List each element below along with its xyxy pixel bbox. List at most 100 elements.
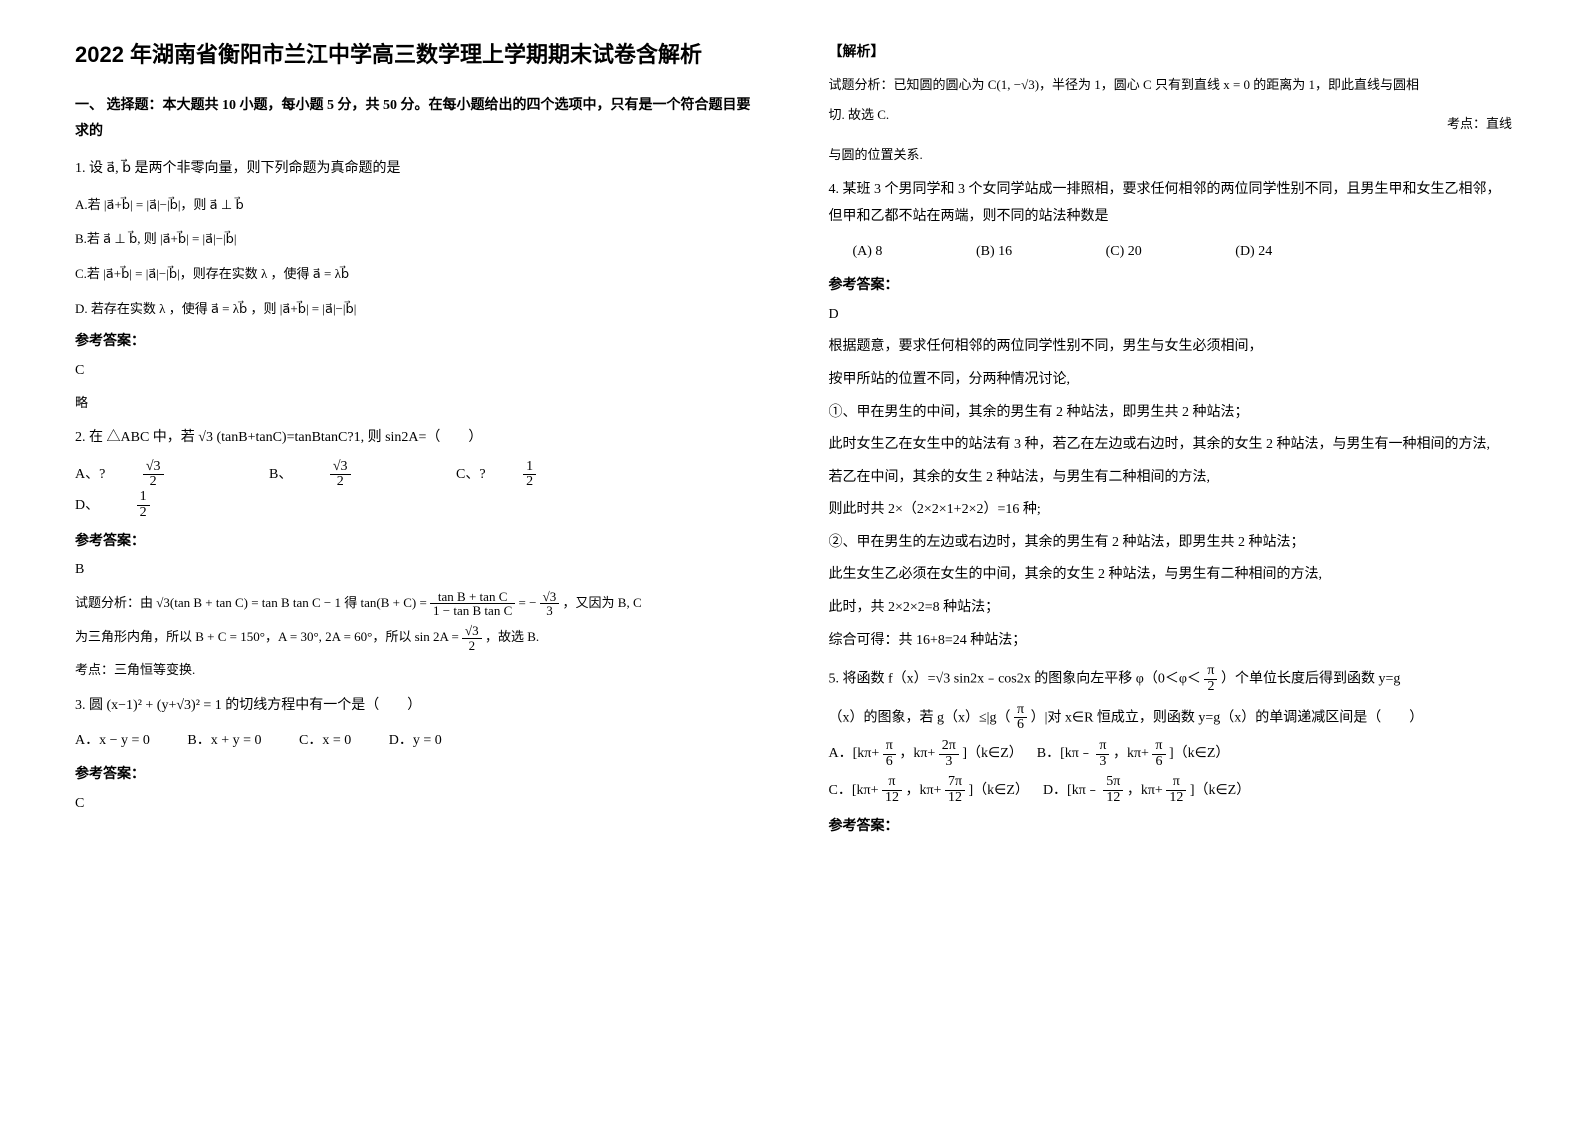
q3-analysis3: 与圆的位置关系.	[829, 143, 1513, 168]
text: ，故选 B.	[485, 629, 539, 644]
frac-d: 3	[939, 755, 959, 770]
text: ，kπ+	[899, 746, 935, 761]
q2-analysis1: 试题分析：由 √3(tan B + tan C) = tan B tan C −…	[75, 590, 759, 618]
q4-p2: 按甲所站的位置不同，分两种情况讨论,	[829, 367, 1513, 394]
frac-n: 1	[137, 490, 150, 506]
q4-p6: 则此时共 2×（2×2×1+2×2）=16 种;	[829, 497, 1513, 524]
frac-n: π	[883, 739, 896, 755]
q4-optB: (B) 16	[976, 239, 1012, 266]
text: ，kπ+	[905, 783, 941, 798]
frac-d: 12	[1103, 791, 1123, 806]
frac-n: 7π	[945, 775, 965, 791]
frac-n: π	[882, 775, 902, 791]
q4-p4: 此时女生乙在女生中的站法有 3 种，若乙在左边或右边时，其余的女生 2 种站法，…	[829, 432, 1513, 459]
frac-n: π	[1014, 703, 1027, 719]
frac-d: 12	[1166, 791, 1186, 806]
q4-ans-label: 参考答案：	[829, 273, 1513, 300]
frac-d: 6	[1014, 718, 1027, 733]
text: ，kπ+	[1113, 746, 1149, 761]
q4-optC: (C) 20	[1106, 239, 1142, 266]
q3-optA: A．x − y = 0	[75, 728, 150, 755]
frac-n: 2π	[939, 739, 959, 755]
text: C．[kπ+	[829, 783, 879, 798]
text: ]（k∈Z）	[1169, 746, 1229, 761]
text: B．[kπ﹣	[1037, 746, 1093, 761]
q3-optB: B．x + y = 0	[187, 728, 261, 755]
text: ，kπ+	[1127, 783, 1163, 798]
q2-optD-label: D、	[75, 493, 99, 520]
text: D．[kπ﹣	[1043, 783, 1100, 798]
q4-p8: 此生女生乙必须在女生的中间，其余的女生 2 种站法，与男生有二种相间的方法,	[829, 562, 1513, 589]
q1-optD: D. 若存在实数 λ ，使得 a⃗ = λb⃗ ，则 |a⃗+b⃗| = |a⃗…	[75, 297, 759, 322]
q2-ans: B	[75, 557, 759, 584]
q2-optD: D、 12	[75, 490, 218, 520]
q1-optC: C.若 |a⃗+b⃗| = |a⃗|−|b⃗|，则存在实数 λ ，使得 a⃗ =…	[75, 262, 759, 287]
frac-n: √3	[330, 460, 351, 476]
text: ]（k∈Z）	[962, 746, 1022, 761]
q4-options: (A) 8 (B) 16 (C) 20 (D) 24	[829, 239, 1513, 266]
text: ）|对 x∈R 恒成立，则函数 y=g（x）的单调递减区间是（ ）	[1031, 710, 1424, 725]
frac-n: √3	[540, 590, 560, 605]
frac-d: 6	[1152, 755, 1165, 770]
frac-d: 3	[1096, 755, 1109, 770]
text: ]（k∈Z）	[1190, 783, 1250, 798]
q1-ans: C	[75, 358, 759, 385]
q4-p7: ②、甲在男生的左边或右边时，其余的男生有 2 种站法，即男生共 2 种站法；	[829, 530, 1513, 557]
frac-n: π	[1204, 664, 1217, 680]
q3-stem: 3. 圆 (x−1)² + (y+√3)² = 1 的切线方程中有一个是（ ）	[75, 693, 759, 720]
frac-n: π	[1166, 775, 1186, 791]
frac-d: 2	[523, 475, 536, 490]
text: = −	[518, 595, 536, 610]
frac-d: 3	[540, 604, 560, 618]
q2-optB: B、 √32	[269, 460, 419, 490]
text: 5. 将函数 f（x）=√3 sin2x﹣cos2x 的图象向左平移 φ（0＜φ…	[829, 672, 1201, 687]
frac-d: 2	[462, 639, 482, 653]
q3-analysis: 试题分析：已知圆的圆心为 C(1, −√3)，半径为 1，圆心 C 只有到直线 …	[829, 73, 1513, 98]
q2-stem: 2. 在 △ABC 中，若 √3 (tanB+tanC)=tanBtanC?1,…	[75, 425, 759, 452]
text: （x）的图象，若 g（x）≤|g（	[829, 710, 1011, 725]
q1-optA: A.若 |a⃗+b⃗| = |a⃗|−|b⃗|，则 a⃗ ⊥ b⃗	[75, 193, 759, 218]
text: tan(B + C) =	[361, 595, 431, 610]
frac-n: 5π	[1103, 775, 1123, 791]
frac-d: 12	[945, 791, 965, 806]
frac-d: 2	[143, 475, 164, 490]
text: sin 2A =	[415, 629, 462, 644]
text: 为三角形内角，所以 B + C = 150°，A = 30°, 2A = 60°…	[75, 629, 415, 644]
q3-ans-label: 参考答案：	[75, 762, 759, 789]
q4-ans: D	[829, 302, 1513, 329]
q5-ans-label: 参考答案：	[829, 814, 1513, 841]
frac-d: 6	[883, 755, 896, 770]
frac-d: 2	[1204, 680, 1217, 695]
q1-stem: 1. 设 a⃗, b⃗ 是两个非零向量，则下列命题为真命题的是	[75, 156, 759, 183]
q3-options: A．x − y = 0 B．x + y = 0 C．x = 0 D．y = 0	[75, 728, 759, 755]
frac-d: 2	[330, 475, 351, 490]
frac-n: √3	[462, 624, 482, 639]
q4-optA: (A) 8	[853, 239, 883, 266]
frac-n: 1	[523, 460, 536, 476]
text: ）个单位长度后得到函数 y=g	[1221, 672, 1400, 687]
q5-optD: D．[kπ﹣ 5π12 ，kπ+ π12 ]（k∈Z）	[1043, 783, 1250, 798]
q2-analysis2: 为三角形内角，所以 B + C = 150°，A = 30°, 2A = 60°…	[75, 624, 759, 652]
q5-stem2: （x）的图象，若 g（x）≤|g（ π6 ）|对 x∈R 恒成立，则函数 y=g…	[829, 703, 1513, 733]
text: 试题分析：由 √3(tan B + tan C) = tan B tan C −…	[75, 595, 357, 610]
q3-optD: D．y = 0	[389, 728, 442, 755]
q4-p10: 综合可得：共 16+8=24 种站法；	[829, 628, 1513, 655]
q1-optB: B.若 a⃗ ⊥ b⃗, 则 |a⃗+b⃗| = |a⃗|−|b⃗|	[75, 227, 759, 252]
q4-p1: 根据题意，要求任何相邻的两位同学性别不同，男生与女生必须相间，	[829, 334, 1513, 361]
q2-options: A、? √32 B、 √32 C、? 12 D、 12	[75, 460, 759, 521]
q5-optA: A．[kπ+ π6 ，kπ+ 2π3 ]（k∈Z）	[829, 746, 1027, 761]
q4-optD: (D) 24	[1235, 239, 1272, 266]
text: A．[kπ+	[829, 746, 880, 761]
q3-optC: C．x = 0	[299, 728, 351, 755]
q3-keypoint: 考点：直线	[829, 112, 1513, 137]
q4-p5: 若乙在中间，其余的女生 2 种站法，与男生有二种相间的方法,	[829, 465, 1513, 492]
q5-row1: A．[kπ+ π6 ，kπ+ 2π3 ]（k∈Z） B．[kπ﹣ π3 ，kπ+…	[829, 739, 1513, 769]
q2-optC-label: C、?	[456, 462, 486, 489]
frac-n: π	[1096, 739, 1109, 755]
frac-n: √3	[143, 460, 164, 476]
q2-optB-label: B、	[269, 462, 292, 489]
section-1-head: 一、 选择题：本大题共 10 小题，每小题 5 分，共 50 分。在每小题给出的…	[75, 93, 759, 146]
q2-optA-label: A、?	[75, 462, 105, 489]
q2-optA: A、? √32	[75, 460, 232, 490]
q5-optC: C．[kπ+ π12 ，kπ+ 7π12 ]（k∈Z）	[829, 783, 1033, 798]
